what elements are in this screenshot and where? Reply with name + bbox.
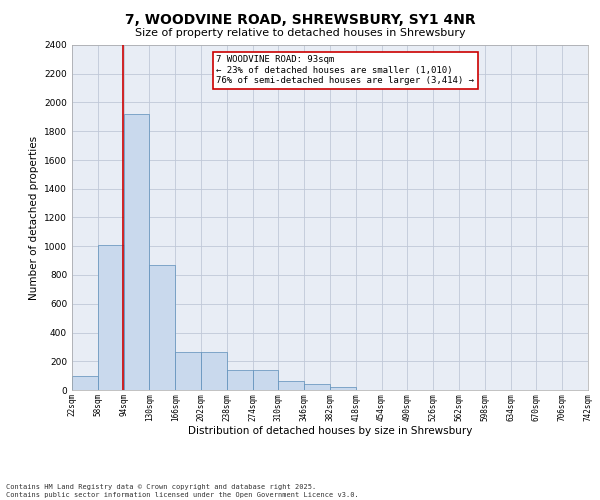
Text: 7 WOODVINE ROAD: 93sqm
← 23% of detached houses are smaller (1,010)
76% of semi-: 7 WOODVINE ROAD: 93sqm ← 23% of detached… [217, 56, 475, 85]
Y-axis label: Number of detached properties: Number of detached properties [29, 136, 38, 300]
Bar [304, 384, 330, 390]
Bar [149, 265, 175, 390]
Text: Contains HM Land Registry data © Crown copyright and database right 2025.
Contai: Contains HM Land Registry data © Crown c… [6, 484, 359, 498]
Bar [227, 370, 253, 390]
Bar [330, 387, 356, 390]
Bar [278, 380, 304, 390]
Bar [175, 352, 201, 390]
Bar [253, 370, 278, 390]
Text: 7, WOODVINE ROAD, SHREWSBURY, SY1 4NR: 7, WOODVINE ROAD, SHREWSBURY, SY1 4NR [125, 12, 475, 26]
Bar [124, 114, 149, 390]
Bar [201, 352, 227, 390]
Bar [98, 245, 124, 390]
Bar [72, 376, 98, 390]
X-axis label: Distribution of detached houses by size in Shrewsbury: Distribution of detached houses by size … [188, 426, 472, 436]
Text: Size of property relative to detached houses in Shrewsbury: Size of property relative to detached ho… [134, 28, 466, 38]
